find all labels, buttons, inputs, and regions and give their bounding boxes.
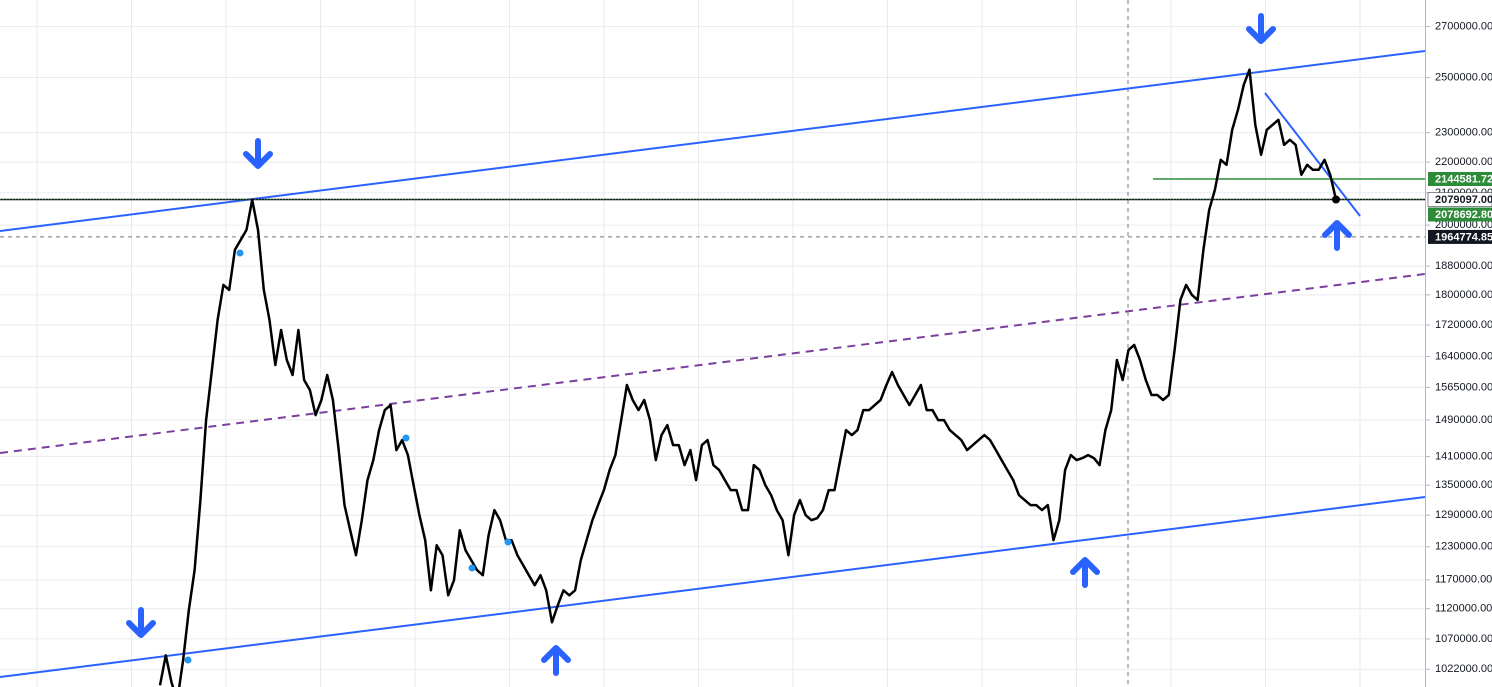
- y-tick-label: 1290000.00: [1435, 509, 1492, 521]
- y-tick-label: 1640000.00: [1435, 350, 1492, 362]
- marker-dot: [504, 538, 512, 546]
- marker-dot: [468, 564, 476, 572]
- grid: [0, 0, 1425, 687]
- price-line: [158, 68, 1338, 687]
- price-tag-label: 1964774.85: [1435, 231, 1492, 243]
- arrow-down: [129, 610, 153, 635]
- channel-lower: [0, 496, 1425, 678]
- y-tick-label: 1350000.00: [1435, 479, 1492, 491]
- y-tick-label: 2200000.00: [1435, 156, 1492, 168]
- y-tick-label: 1170000.00: [1435, 574, 1492, 586]
- price-axis-labels: 2700000.00 2500000.00 2300000.00 2200000.00…: [1426, 21, 1492, 675]
- price-axis: [1425, 0, 1492, 687]
- marker-dot: [184, 656, 192, 664]
- y-tick-label: 1410000.00: [1435, 450, 1492, 462]
- price-series: [158, 68, 1340, 687]
- y-tick-label: 2500000.00: [1435, 71, 1492, 83]
- y-tick-label: 1120000.00: [1435, 603, 1492, 615]
- marker-dot: [236, 249, 244, 257]
- channel-middle: [0, 273, 1425, 454]
- price-tag-label: 2078692.80: [1435, 209, 1492, 221]
- y-tick-label: 2700000.00: [1435, 21, 1492, 33]
- price-tag: [1427, 192, 1492, 207]
- arrow-down: [1249, 16, 1273, 41]
- price-tags: 2144581.72 2079097.00 2078692.80 1964774.85: [1427, 171, 1492, 244]
- y-tick-label: 1720000.00: [1435, 319, 1492, 331]
- price-tag-label: 2144581.72: [1435, 173, 1492, 185]
- y-tick-label: 2300000.00: [1435, 127, 1492, 139]
- y-tick-label: 1070000.00: [1435, 633, 1492, 645]
- arrow-up: [1325, 223, 1349, 248]
- trend-line: [1264, 92, 1361, 217]
- price-tag-label: 2079097.00: [1435, 194, 1492, 206]
- y-tick-label: 1022000.00: [1435, 663, 1492, 675]
- price-tag: [1428, 207, 1492, 222]
- channel-upper: [0, 50, 1425, 232]
- y-tick-label: 1565000.00: [1435, 381, 1492, 393]
- price-tag: [1428, 229, 1492, 244]
- y-tick-label: 1230000.00: [1435, 541, 1492, 553]
- marker-dot: [402, 434, 410, 442]
- price-tag: [1428, 171, 1492, 186]
- y-tick-label: 1490000.00: [1435, 414, 1492, 426]
- levels: [0, 178, 1425, 238]
- y-tick-label: 1880000.00: [1435, 260, 1492, 272]
- last-price-dot: [1332, 195, 1340, 204]
- y-tick-label: 1800000.00: [1435, 289, 1492, 301]
- y-tick-label: 2000000.00: [1435, 219, 1492, 231]
- plot-area: [0, 0, 1425, 687]
